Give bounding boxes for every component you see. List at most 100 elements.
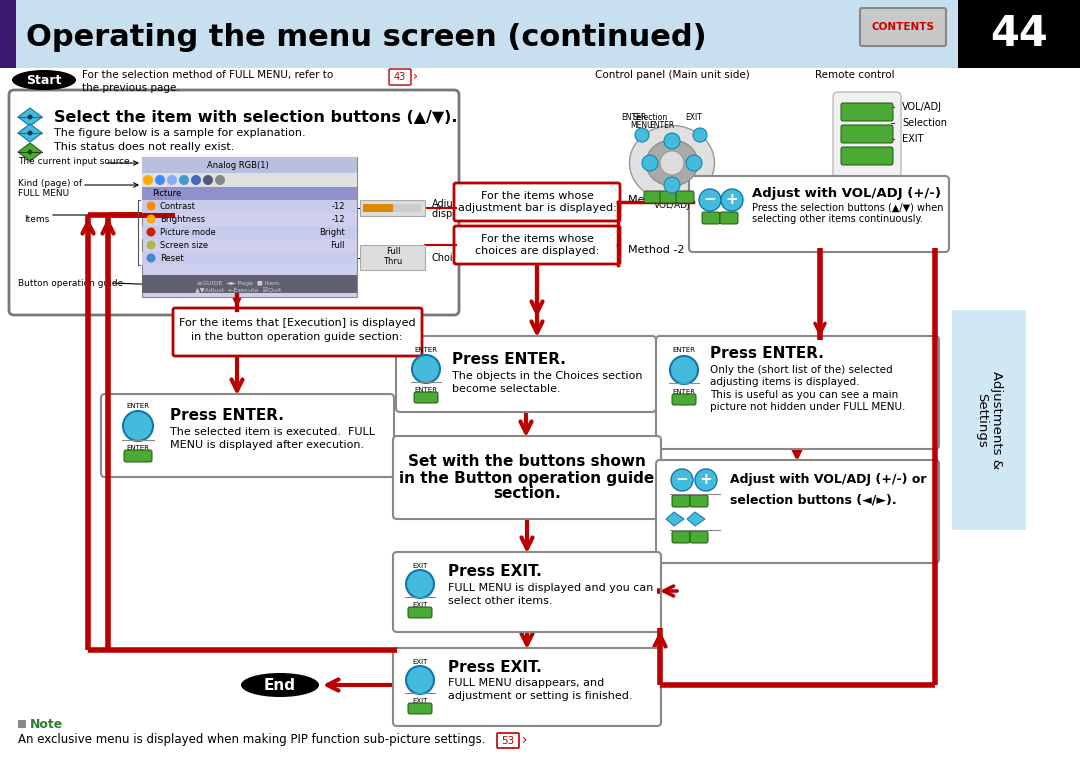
Bar [360,245,426,270]
Text: Press the selection buttons (▲/▼) when: Press the selection buttons (▲/▼) when [752,203,944,213]
Text: EXIT: EXIT [686,114,702,122]
Text: Adjust with VOL/ADJ (+/-): Adjust with VOL/ADJ (+/-) [752,187,941,200]
FancyBboxPatch shape [841,103,893,121]
Circle shape [642,155,658,171]
Text: display bar: display bar [432,209,486,219]
Text: An exclusive menu is displayed when making PIP function sub-picture settings.: An exclusive menu is displayed when maki… [18,733,486,746]
Text: Method -2: Method -2 [627,245,685,255]
Text: ▲▼Adjust  ←Execute  ☒Quit: ▲▼Adjust ←Execute ☒Quit [194,287,281,293]
Text: The selected item is executed.  FULL: The selected item is executed. FULL [170,427,375,437]
Polygon shape [18,124,42,142]
Text: adjustment bar is displayed:: adjustment bar is displayed: [458,203,617,213]
Text: Control panel (Main unit side): Control panel (Main unit side) [595,70,750,80]
Text: The current input source: The current input source [18,157,130,167]
Text: ENTER: ENTER [673,389,696,395]
FancyBboxPatch shape [660,191,678,203]
FancyBboxPatch shape [720,212,738,224]
Text: Reset: Reset [160,254,184,263]
Circle shape [664,133,680,149]
Text: EXIT: EXIT [413,698,428,704]
Text: ENTER: ENTER [415,387,437,393]
Text: in the Button operation guide: in the Button operation guide [400,471,654,485]
FancyBboxPatch shape [672,394,696,405]
Text: Set with the buttons shown: Set with the buttons shown [408,455,646,470]
FancyBboxPatch shape [389,69,411,85]
Text: Press ENTER.: Press ENTER. [453,352,566,367]
Text: Remote control: Remote control [815,70,895,80]
Text: Press ENTER.: Press ENTER. [170,407,284,422]
FancyBboxPatch shape [841,147,893,165]
Text: ›: › [413,70,418,83]
Circle shape [27,115,32,119]
Text: +: + [726,193,739,208]
Text: FULL MENU: FULL MENU [18,189,69,198]
FancyBboxPatch shape [833,92,901,207]
FancyBboxPatch shape [644,191,662,203]
Text: ENTER: ENTER [649,121,675,130]
Bar [0,0,1080,68]
Text: EXIT: EXIT [413,659,428,665]
Bar [0,0,16,68]
Text: Analog RGB(1): Analog RGB(1) [207,160,269,170]
Text: 43: 43 [394,72,406,82]
Text: Selection: Selection [902,118,947,128]
FancyBboxPatch shape [454,183,620,221]
Circle shape [156,175,165,185]
Circle shape [686,155,702,171]
Bar [393,204,421,212]
FancyBboxPatch shape [408,703,432,714]
Text: choices are displayed:: choices are displayed: [475,246,599,256]
FancyBboxPatch shape [124,450,152,462]
Text: The objects in the Choices section: The objects in the Choices section [453,371,643,381]
Text: VOL/ADJ: VOL/ADJ [653,200,690,209]
Bar [360,200,426,216]
FancyBboxPatch shape [414,392,438,403]
Circle shape [660,151,684,175]
Ellipse shape [646,140,698,186]
Text: MENU is displayed after execution.: MENU is displayed after execution. [170,440,364,450]
Bar [141,226,357,239]
Text: This status does not really exist.: This status does not really exist. [54,142,234,152]
Circle shape [203,175,213,185]
Text: For the items whose: For the items whose [481,191,593,201]
Circle shape [27,150,32,154]
FancyBboxPatch shape [656,460,939,563]
Circle shape [721,189,743,211]
FancyBboxPatch shape [454,226,620,264]
Text: Items: Items [24,215,50,225]
Text: FULL MENU disappears, and: FULL MENU disappears, and [448,678,604,688]
Text: -12: -12 [332,215,345,224]
FancyBboxPatch shape [676,191,694,203]
FancyBboxPatch shape [393,648,661,726]
Polygon shape [666,512,684,526]
Text: Adjustments &
Settings: Adjustments & Settings [975,371,1003,469]
Text: ENTER: ENTER [415,347,437,353]
Text: Method -1: Method -1 [627,195,685,205]
Circle shape [699,189,721,211]
Text: adjustment or setting is finished.: adjustment or setting is finished. [448,691,633,701]
Text: The figure below is a sample for explanation.: The figure below is a sample for explana… [54,128,306,138]
FancyBboxPatch shape [690,495,708,507]
FancyBboxPatch shape [497,733,519,748]
Bar [141,173,357,187]
Text: EXIT: EXIT [413,602,428,608]
Text: Press ENTER.: Press ENTER. [710,347,824,361]
Circle shape [406,570,434,598]
Text: ENTER: ENTER [126,445,149,451]
Text: FULL MENU is displayed and you can: FULL MENU is displayed and you can [448,583,653,593]
Text: picture not hidden under FULL MENU.: picture not hidden under FULL MENU. [710,402,905,412]
Circle shape [143,175,153,185]
Text: Select the item with selection buttons (▲/▼).: Select the item with selection buttons (… [54,109,458,125]
Text: selecting other items continuously.: selecting other items continuously. [752,214,923,224]
Text: Selection: Selection [633,114,667,122]
Text: For the items whose: For the items whose [481,234,593,244]
Bar [141,157,357,173]
FancyBboxPatch shape [672,531,690,543]
Text: Kind (page) of: Kind (page) of [18,179,82,187]
Text: Adjustment: Adjustment [432,199,488,209]
Text: Start: Start [26,73,62,86]
Circle shape [147,228,156,237]
Ellipse shape [12,70,76,90]
Text: Button operation guide: Button operation guide [18,279,123,287]
Text: Adjust with VOL/ADJ (+/-) or: Adjust with VOL/ADJ (+/-) or [730,474,927,487]
